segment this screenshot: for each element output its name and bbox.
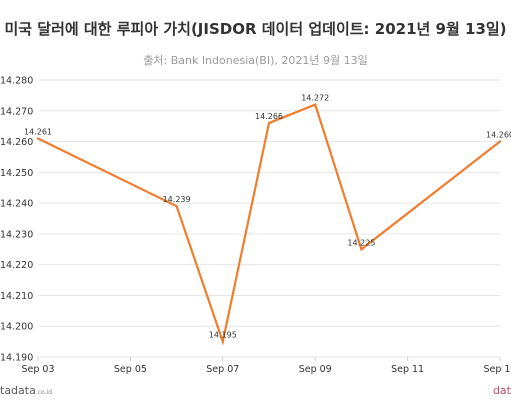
data-label: 14.225 [347,238,375,247]
data-labels: 14.261 14.239 14.195 14.266 14.272 14.225 14.2… [24,94,511,340]
source-logo-left: tadata.co.id [0,384,52,397]
series-line [37,103,501,346]
x-tick-label: Sep 03 [21,364,54,375]
y-tick-label: 14.250 [0,168,33,179]
logo-left-text: tadata [0,384,36,397]
data-label: 14.239 [163,195,191,204]
data-label: 14.272 [301,94,329,103]
data-label: 14.266 [255,112,283,121]
y-tick-label: 14.230 [0,229,33,240]
y-tick-label: 14.270 [0,106,33,117]
gridlines [38,79,500,358]
x-tick-label: Sep 09 [299,364,332,375]
data-label: 14.260 [486,131,511,140]
series-rupiah [36,103,502,346]
data-point [360,248,363,251]
data-label: 14.261 [24,127,52,136]
data-label: 14.195 [209,331,237,340]
data-point [314,103,317,106]
y-tick-label: 14.190 [0,353,33,364]
y-tick-label: 14.200 [0,322,33,333]
y-tick-label: 14.240 [0,199,33,210]
y-tick-label: 14.220 [0,260,33,271]
data-point [175,204,178,208]
source-logo-right: dat [493,384,511,397]
data-point [267,121,271,125]
x-tick-label: Sep 13 [483,364,511,375]
data-point [221,340,224,343]
x-tick-label: Sep 05 [114,364,147,375]
x-tick-label: Sep 07 [206,364,239,375]
y-tick-label: 14.280 [0,76,33,87]
y-tick-label: 14.260 [0,137,33,148]
x-tick-label: Sep 11 [391,364,424,375]
logo-right-text: dat [492,384,511,397]
axes: 14.19014.20014.21014.22014.23014.24014.2… [0,76,511,376]
chart-subtitle: 출처: Bank Indonesia(BI), 2021년 9월 13일 [143,54,368,67]
data-point [36,137,40,140]
y-tick-label: 14.210 [0,291,33,302]
chart-title: 미국 달러에 대한 루피아 가치(JISDOR 데이터 업데이트: 2021년 … [4,20,507,38]
logo-left-suffix: .co.id [35,389,52,396]
data-point [498,140,502,143]
